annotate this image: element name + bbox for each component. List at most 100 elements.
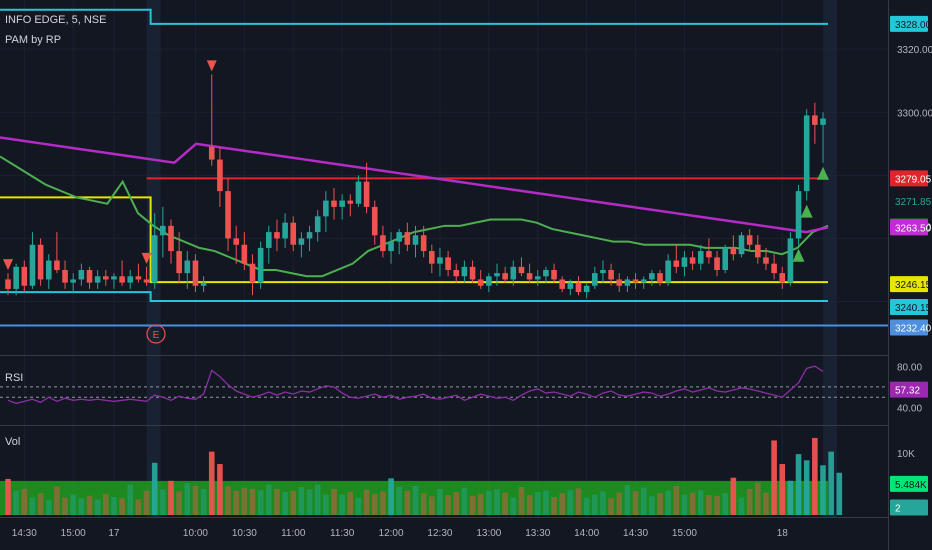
volume-bar[interactable] xyxy=(803,460,810,515)
candle-body[interactable] xyxy=(640,279,647,283)
candle-body[interactable] xyxy=(217,159,223,192)
earnings-marker[interactable]: E xyxy=(146,324,166,344)
candle-body[interactable] xyxy=(534,276,541,280)
candle-body[interactable] xyxy=(54,260,60,270)
volume-bar[interactable] xyxy=(331,488,337,515)
candle-body[interactable] xyxy=(689,257,696,264)
volume-bar[interactable] xyxy=(151,462,158,515)
volume-bar[interactable] xyxy=(184,483,191,515)
candle-body[interactable] xyxy=(103,276,109,280)
candle-body[interactable] xyxy=(208,146,215,160)
volume-bar[interactable] xyxy=(820,465,826,515)
candle-body[interactable] xyxy=(746,235,753,245)
volume-bar[interactable] xyxy=(355,497,362,515)
candle-body[interactable] xyxy=(592,273,598,286)
candle-body[interactable] xyxy=(119,276,125,283)
candle-body[interactable] xyxy=(21,266,28,286)
volume-bar[interactable] xyxy=(192,485,199,515)
volume-bar[interactable] xyxy=(21,488,28,515)
volume-bar[interactable] xyxy=(534,492,541,515)
candle-body[interactable] xyxy=(241,244,248,264)
volume-bar[interactable] xyxy=(363,489,370,515)
candle-body[interactable] xyxy=(526,273,533,280)
candle-body[interactable] xyxy=(583,285,590,293)
candle-body[interactable] xyxy=(518,266,525,274)
volume-bar[interactable] xyxy=(274,488,280,515)
candle-body[interactable] xyxy=(551,269,557,280)
volume-bar[interactable] xyxy=(510,497,517,515)
volume-bar[interactable] xyxy=(208,451,215,515)
candle-body[interactable] xyxy=(673,260,680,267)
volume-bar[interactable] xyxy=(45,500,52,515)
volume-bar[interactable] xyxy=(78,498,85,515)
candle-body[interactable] xyxy=(371,206,378,236)
volume-bar[interactable] xyxy=(290,490,297,515)
volume-bar[interactable] xyxy=(787,480,794,515)
volume-bar[interactable] xyxy=(681,494,688,515)
candle-body[interactable] xyxy=(453,269,460,277)
candle-body[interactable] xyxy=(249,263,256,283)
volume-bar[interactable] xyxy=(298,487,305,515)
buy-signal-triangle[interactable] xyxy=(792,248,805,262)
volume-bar[interactable] xyxy=(135,499,142,515)
volume-bar[interactable] xyxy=(592,494,598,515)
candle-body[interactable] xyxy=(559,279,565,289)
sell-signal-triangle[interactable] xyxy=(206,60,217,72)
volume-bar[interactable] xyxy=(624,485,631,515)
candle-body[interactable] xyxy=(494,273,500,277)
candle-body[interactable] xyxy=(78,269,85,280)
candle-body[interactable] xyxy=(469,266,476,280)
candle-body[interactable] xyxy=(331,200,337,207)
volume-bar[interactable] xyxy=(689,492,696,515)
candle-body[interactable] xyxy=(70,279,76,283)
price-pane[interactable] xyxy=(0,8,888,327)
volume-bar[interactable] xyxy=(412,485,419,515)
candle-body[interactable] xyxy=(37,244,44,280)
volume-bar[interactable] xyxy=(339,494,345,515)
ema-slow-line[interactable] xyxy=(0,136,829,234)
candle-body[interactable] xyxy=(803,115,810,192)
candle-body[interactable] xyxy=(820,118,826,125)
candle-body[interactable] xyxy=(282,222,288,239)
volume-bar[interactable] xyxy=(54,486,60,515)
level-line[interactable] xyxy=(0,8,828,25)
volume-bar[interactable] xyxy=(583,497,590,515)
buy-signal-triangle[interactable] xyxy=(800,204,813,218)
candle-body[interactable] xyxy=(730,247,737,255)
candle-body[interactable] xyxy=(575,282,582,293)
volume-pane[interactable] xyxy=(0,437,843,515)
volume-bar[interactable] xyxy=(103,493,109,515)
volume-bar[interactable] xyxy=(37,493,44,515)
candle-body[interactable] xyxy=(502,273,508,280)
volume-bar[interactable] xyxy=(494,489,500,515)
volume-bar[interactable] xyxy=(257,490,264,515)
volume-bar[interactable] xyxy=(5,478,11,515)
price-axis[interactable]: 3320.00 3300.00 3328.00 3279.05 3271.85 3263.… xyxy=(890,15,932,516)
volume-bar[interactable] xyxy=(127,484,134,515)
volume-bar[interactable] xyxy=(730,477,737,515)
volume-bar[interactable] xyxy=(714,495,720,515)
candle-body[interactable] xyxy=(396,232,402,242)
candle-body[interactable] xyxy=(176,251,182,274)
volume-bar[interactable] xyxy=(518,487,525,515)
candle-body[interactable] xyxy=(323,200,329,217)
volume-bar[interactable] xyxy=(567,490,574,515)
candle-body[interactable] xyxy=(404,232,411,245)
candle-body[interactable] xyxy=(722,247,728,270)
volume-bar[interactable] xyxy=(323,494,329,515)
candle-body[interactable] xyxy=(779,273,786,283)
volume-bar[interactable] xyxy=(697,490,704,515)
candle-body[interactable] xyxy=(543,269,549,277)
candle-body[interactable] xyxy=(632,279,639,283)
volume-bar[interactable] xyxy=(795,454,802,515)
volume-bar[interactable] xyxy=(779,464,786,515)
candle-body[interactable] xyxy=(437,257,443,264)
volume-bar[interactable] xyxy=(763,492,769,515)
level-line[interactable] xyxy=(0,291,828,303)
volume-bar[interactable] xyxy=(649,496,655,515)
candle-body[interactable] xyxy=(5,279,11,289)
volume-bar[interactable] xyxy=(29,497,36,515)
volume-bar[interactable] xyxy=(502,492,508,515)
sell-signal-triangle[interactable] xyxy=(3,259,13,271)
candle-body[interactable] xyxy=(314,216,321,233)
